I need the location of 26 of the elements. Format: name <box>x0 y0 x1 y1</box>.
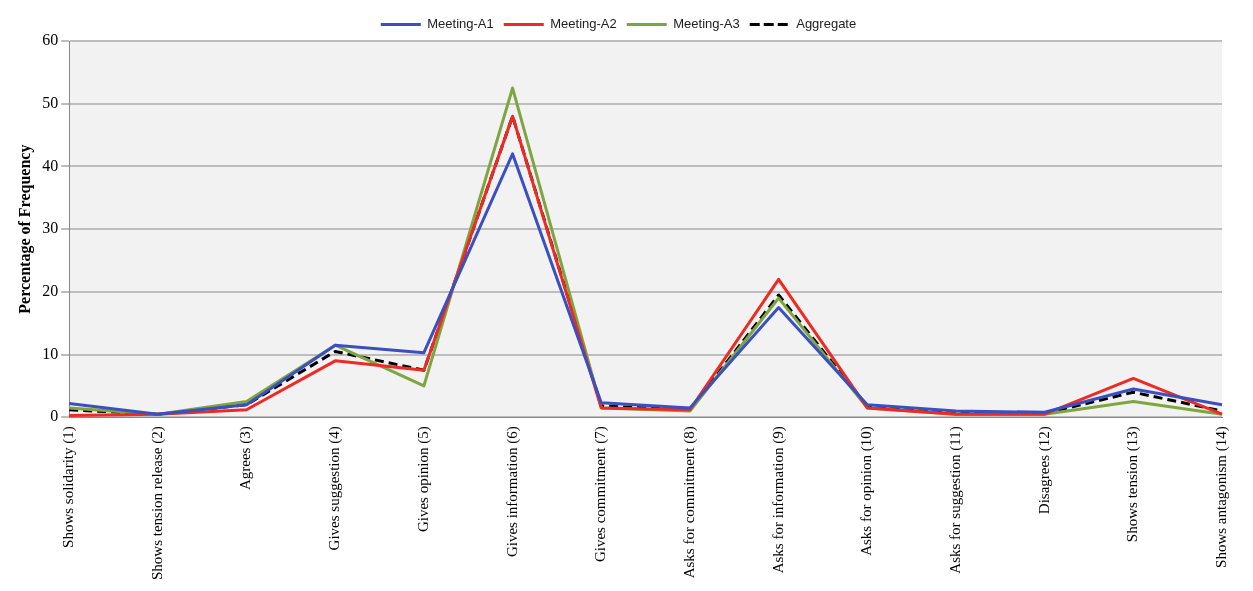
x-tick-label: Shows tension (13) <box>1124 426 1142 543</box>
y-tick-label: 40 <box>42 156 59 174</box>
x-tick-label: Shows tension release (2) <box>148 426 166 581</box>
x-tick-label: Gives opinion (5) <box>414 426 432 533</box>
x-tick-label: Asks for suggestion (11) <box>946 426 964 574</box>
x-tick-label: Shows solidarity (1) <box>60 426 78 548</box>
x-tick-label: Agrees (3) <box>237 426 255 491</box>
x-tick-label: Shows antagonism (14) <box>1212 426 1230 568</box>
x-tick-label: Disagrees (12) <box>1035 426 1053 515</box>
y-tick-label: 50 <box>42 93 59 111</box>
x-tick-label: Gives suggestion (4) <box>326 426 344 551</box>
x-tick-label: Asks for opinion (10) <box>858 426 876 556</box>
y-axis-title: Percentage of Frequency <box>15 144 34 314</box>
legend-label: Meeting-A1 <box>427 16 494 32</box>
x-tick-label: Asks for information (9) <box>769 426 787 574</box>
y-tick-label: 30 <box>42 219 59 237</box>
x-tick-label: Gives information (6) <box>503 426 521 558</box>
legend-label: Meeting-A3 <box>673 16 740 32</box>
x-tick-label: Gives commitment (7) <box>592 426 610 563</box>
y-tick-label: 60 <box>42 31 59 49</box>
y-tick-label: 10 <box>42 344 59 362</box>
y-tick-label: 0 <box>50 407 59 425</box>
y-tick-label: 20 <box>42 282 59 300</box>
x-tick-label: Asks for commitment (8) <box>680 426 698 579</box>
legend-label: Aggregate <box>796 16 857 32</box>
legend-label: Meeting-A2 <box>550 16 617 32</box>
